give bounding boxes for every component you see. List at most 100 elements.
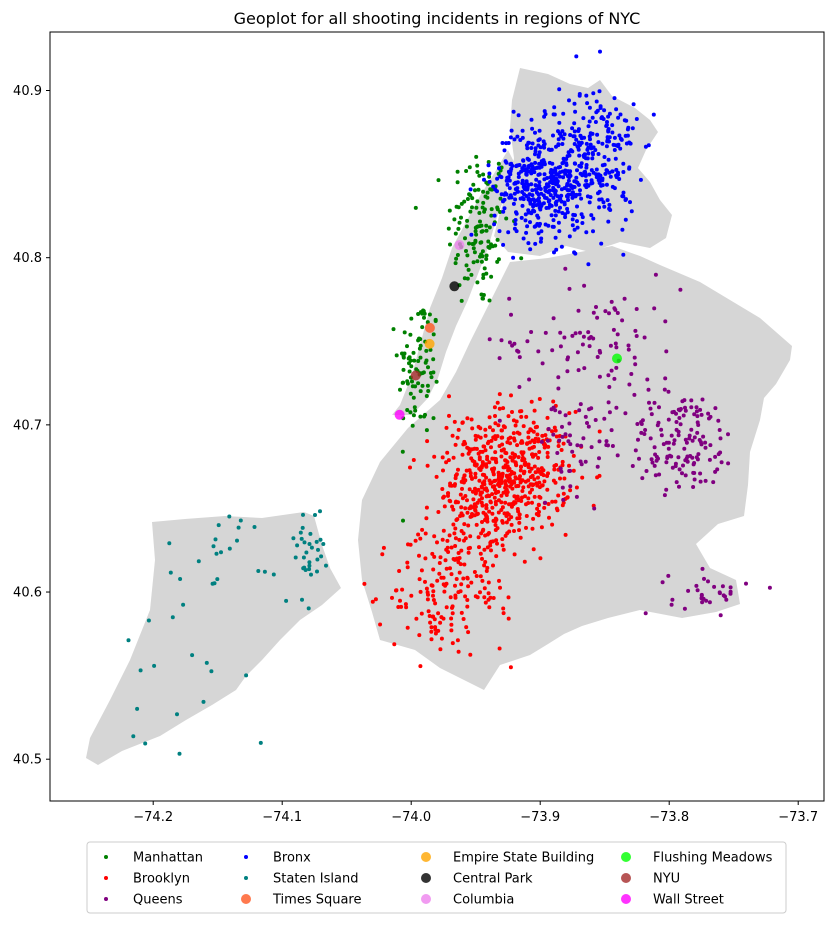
data-point <box>534 177 539 182</box>
data-point <box>271 572 276 577</box>
data-point <box>446 493 450 498</box>
data-point <box>587 119 592 124</box>
data-point <box>657 405 661 410</box>
data-point <box>462 473 467 478</box>
data-point <box>568 433 572 438</box>
data-point <box>508 441 513 446</box>
x-tick-label: −74.2 <box>133 810 173 825</box>
data-point <box>459 610 464 615</box>
data-point <box>596 152 601 156</box>
data-point <box>482 207 487 212</box>
data-point <box>564 163 569 167</box>
data-point <box>540 483 544 488</box>
data-point <box>561 497 566 502</box>
data-point <box>562 186 567 191</box>
data-point <box>467 506 472 511</box>
data-point <box>532 494 537 499</box>
data-point <box>648 436 653 441</box>
data-point <box>373 597 378 602</box>
data-point <box>497 406 502 411</box>
data-point <box>557 197 562 202</box>
data-point <box>521 424 526 429</box>
data-point <box>565 369 570 374</box>
data-point <box>517 516 522 521</box>
data-point <box>689 398 694 403</box>
data-point <box>703 445 708 450</box>
data-point <box>542 142 547 146</box>
data-point <box>642 335 647 340</box>
data-point <box>550 348 555 353</box>
data-point <box>674 480 679 485</box>
data-point <box>546 199 551 204</box>
data-point <box>682 606 687 611</box>
data-point <box>591 310 596 315</box>
data-point <box>487 415 492 420</box>
data-point <box>407 369 412 374</box>
data-point <box>480 503 485 508</box>
data-point <box>397 569 402 573</box>
data-point <box>481 276 486 280</box>
data-point <box>477 478 482 483</box>
data-point <box>529 117 534 122</box>
data-point <box>468 514 473 519</box>
data-point <box>457 220 462 225</box>
data-point <box>445 545 450 550</box>
data-point <box>490 511 495 516</box>
data-point <box>551 178 556 183</box>
data-point <box>503 479 508 484</box>
data-point <box>508 455 513 460</box>
data-point <box>521 471 526 476</box>
data-point <box>509 161 514 166</box>
data-point <box>459 511 464 516</box>
data-point <box>531 166 536 171</box>
data-point <box>483 427 488 432</box>
data-point <box>474 488 479 493</box>
data-point <box>467 165 472 170</box>
data-point <box>627 165 632 170</box>
data-point <box>588 144 593 149</box>
data-point <box>536 215 541 220</box>
data-point <box>554 247 559 252</box>
data-point <box>582 366 587 371</box>
data-point <box>527 140 531 145</box>
data-point <box>515 134 520 139</box>
data-point <box>443 558 448 563</box>
legend-marker <box>621 873 631 883</box>
plot-frame <box>49 31 825 802</box>
data-point <box>613 341 618 346</box>
data-point <box>517 512 522 517</box>
legend-label: Flushing Meadows <box>653 851 773 866</box>
data-point <box>615 311 620 315</box>
data-point <box>455 180 460 185</box>
data-point <box>418 664 423 669</box>
data-point <box>563 215 568 220</box>
data-point <box>726 461 731 466</box>
data-point <box>528 201 533 206</box>
data-point <box>587 172 592 177</box>
data-point <box>579 443 584 448</box>
data-point <box>513 452 517 457</box>
data-point <box>590 156 595 161</box>
data-point <box>446 458 451 463</box>
data-point <box>589 181 594 186</box>
data-point <box>616 172 620 177</box>
data-point <box>473 437 478 442</box>
data-point <box>482 266 487 271</box>
data-point <box>491 563 495 568</box>
data-point <box>666 440 671 445</box>
data-point <box>584 93 589 98</box>
data-point <box>573 251 578 256</box>
data-point <box>514 210 518 215</box>
data-point <box>465 510 470 515</box>
data-point <box>535 506 540 511</box>
data-point <box>672 438 677 443</box>
data-point <box>576 127 581 132</box>
data-point <box>575 204 579 209</box>
data-point <box>515 443 520 448</box>
x-axis: −74.2 −74.1 −74.0 −73.9 −73.8 −73.7 <box>133 801 818 825</box>
data-point <box>450 504 455 509</box>
data-point <box>444 425 449 430</box>
data-point <box>718 436 723 441</box>
data-point <box>654 454 659 459</box>
data-point <box>167 541 172 546</box>
